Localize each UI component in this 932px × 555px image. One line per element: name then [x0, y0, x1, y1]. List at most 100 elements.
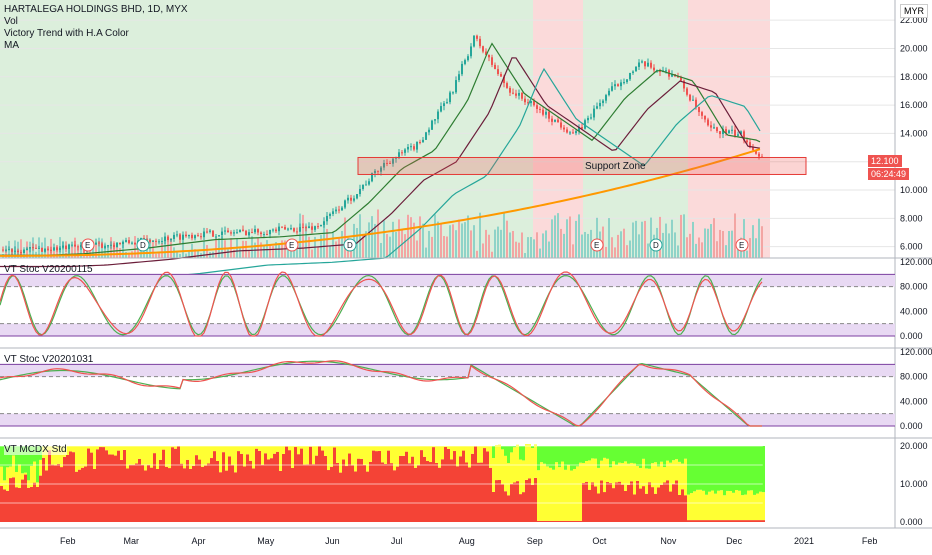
candle-body: [554, 120, 556, 122]
volume-bar: [749, 238, 751, 258]
candle-body: [701, 112, 703, 116]
mcdx-yellow-bar: [699, 490, 702, 520]
candle-body: [251, 232, 253, 233]
volume-bar: [680, 215, 682, 258]
mcdx-red-bar: [189, 469, 192, 522]
mcdx-green-bar: [579, 446, 582, 463]
volume-bar: [617, 235, 619, 258]
symbol-title[interactable]: HARTALEGA HOLDINGS BHD, 1D, MYX: [4, 4, 188, 15]
mcdx-red-bar: [579, 521, 582, 522]
mcdx-green-bar: [675, 446, 678, 459]
mcdx-red-bar: [438, 468, 441, 522]
mcdx-red-bar: [687, 520, 690, 522]
pane3-title[interactable]: VT MCDX Std: [4, 444, 67, 455]
candle-body: [473, 36, 475, 47]
mcdx-red-bar: [594, 486, 597, 522]
trend-region-1: [493, 0, 533, 258]
mcdx-red-bar: [630, 481, 633, 522]
time-label-2: Apr: [191, 536, 205, 546]
mcdx-yellow-bar: [282, 446, 285, 454]
candle-body: [200, 236, 202, 237]
mcdx-red-bar: [456, 466, 459, 522]
indicator-ma[interactable]: MA: [4, 40, 19, 51]
pane2-title[interactable]: VT Stoc V20201031: [4, 354, 93, 365]
pane1-tick-3: 0.000: [900, 331, 923, 341]
candle-body: [572, 132, 574, 133]
mcdx-yellow-bar: [627, 464, 630, 485]
mcdx-yellow-bar: [546, 466, 549, 520]
indicator-victory-trend[interactable]: Victory Trend with H.A Color: [4, 28, 129, 39]
volume-bar: [497, 227, 499, 258]
candle-body: [413, 146, 415, 149]
mcdx-red-bar: [684, 495, 687, 522]
mcdx-yellow-bar: [690, 493, 693, 520]
indicator-vol[interactable]: Vol: [4, 16, 18, 27]
mcdx-red-bar: [255, 449, 258, 522]
candle-body: [125, 240, 127, 242]
mcdx-yellow-bar: [315, 446, 318, 456]
mcdx-red-bar: [675, 480, 678, 522]
mcdx-red-bar: [330, 467, 333, 522]
mcdx-yellow-bar: [726, 491, 729, 520]
mcdx-red-bar: [387, 451, 390, 522]
candle-body: [593, 109, 595, 118]
mcdx-yellow-bar: [585, 461, 588, 482]
mcdx-red-bar: [282, 454, 285, 522]
candle-body: [236, 232, 238, 233]
mcdx-red-bar: [123, 450, 126, 522]
mcdx-yellow-bar: [381, 446, 384, 462]
volume-bar: [668, 233, 670, 258]
volume-bar: [488, 235, 490, 258]
mcdx-yellow-bar: [471, 446, 474, 454]
mcdx-red-bar: [498, 480, 501, 522]
candle-body: [728, 130, 730, 133]
mcdx-green-bar: [537, 446, 540, 470]
candle-body: [194, 235, 196, 238]
candle-body: [2, 250, 4, 251]
volume-bar: [539, 249, 541, 258]
candle-body: [365, 185, 367, 186]
mcdx-red-bar: [75, 472, 78, 522]
volume-bar: [383, 221, 385, 258]
mcdx-red-bar: [690, 520, 693, 522]
candle-body: [155, 241, 157, 242]
pane1-title[interactable]: VT Stoc V20200115: [4, 264, 93, 275]
mcdx-red-bar: [369, 462, 372, 522]
mcdx-yellow-bar: [150, 446, 153, 468]
mcdx-yellow-bar: [675, 459, 678, 480]
mcdx-red-bar: [648, 482, 651, 522]
mcdx-red-bar: [84, 466, 87, 522]
mcdx-red-bar: [561, 521, 564, 522]
mcdx-yellow-bar: [186, 446, 189, 460]
mcdx-yellow-bar: [561, 462, 564, 521]
candle-body: [476, 36, 478, 39]
mcdx-red-bar: [246, 454, 249, 522]
volume-bar: [728, 231, 730, 258]
mcdx-red-bar: [486, 451, 489, 522]
mcdx-red-bar: [708, 520, 711, 522]
mcdx-red-bar: [144, 470, 147, 522]
mcdx-yellow-bar: [540, 462, 543, 521]
volume-bar: [701, 242, 703, 258]
volume-bar: [338, 238, 340, 258]
volume-bar: [464, 222, 466, 258]
candle-body: [434, 119, 436, 120]
mcdx-yellow-bar: [573, 469, 576, 521]
volume-bar: [467, 215, 469, 258]
currency-label[interactable]: MYR: [900, 4, 928, 18]
volume-bar: [674, 232, 676, 258]
mcdx-yellow-bar: [249, 446, 252, 461]
mcdx-red-bar: [564, 521, 567, 522]
mcdx-yellow-bar: [387, 446, 390, 451]
mcdx-yellow-bar: [618, 463, 621, 482]
candle-body: [746, 140, 748, 142]
candle-body: [470, 46, 472, 56]
volume-bar: [734, 213, 736, 258]
candle-body: [620, 82, 622, 86]
mcdx-green-bar: [585, 446, 588, 461]
candle-body: [368, 181, 370, 184]
mcdx-yellow-bar: [327, 446, 330, 470]
mcdx-yellow-bar: [486, 446, 489, 451]
